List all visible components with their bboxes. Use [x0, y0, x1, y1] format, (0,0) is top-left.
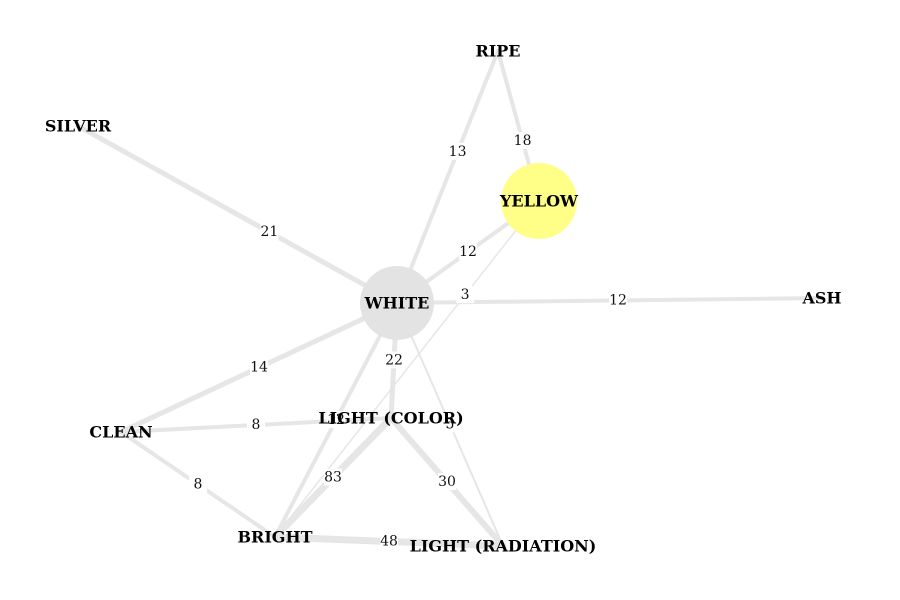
node-label-light_color: LIGHT (COLOR)	[318, 409, 463, 428]
node-label-ripe: RIPE	[475, 42, 520, 61]
edge-label-bg-white-light_color	[385, 351, 403, 369]
edge-label-bg-light_color-bright	[324, 468, 342, 486]
node-labels-layer: WHITE YELLOW RIPE SILVER ASH CLEAN LIGHT (COLO…	[45, 42, 842, 556]
edge-weight-light_color-light_radiation: 30	[438, 474, 456, 490]
node-circle-white	[360, 266, 434, 340]
edge-label-bg-clean-light_color	[247, 416, 265, 433]
edge-weight-white-ash: 12	[609, 292, 627, 308]
edge-weight-white-bright: 12	[327, 412, 345, 428]
edge-ripe-white	[395, 49, 500, 305]
edge-weight-bright-light_radiation: 48	[380, 534, 398, 550]
edge-label-bg-white-bright	[327, 411, 345, 428]
edge-label-bg-yellow-bright	[456, 286, 475, 304]
edges-layer	[75, 49, 824, 550]
edge-labels-layer: 21 13 18 12 12 3 14 22 5 12 8 8 83 30 48	[189, 132, 627, 550]
edge-label-bg-bright-light_radiation	[380, 532, 398, 550]
node-circles-layer	[360, 163, 577, 340]
node-label-silver: SILVER	[45, 117, 112, 136]
edge-label-bg-white-clean	[250, 358, 268, 376]
edge-weight-white-light_color: 22	[385, 353, 403, 369]
edge-weight-white-yellow: 12	[459, 244, 477, 260]
edge-weight-clean-bright: 8	[194, 477, 203, 493]
edge-label-bg-ripe-white	[448, 142, 467, 160]
edge-label-bg-silver-white	[260, 223, 279, 241]
edge-weight-white-light_radiation: 5	[446, 417, 455, 433]
edge-weight-white-clean: 14	[250, 360, 268, 376]
node-label-bright: BRIGHT	[238, 528, 313, 547]
edge-label-bg-white-light_radiation	[441, 415, 459, 433]
node-label-ash: ASH	[801, 289, 841, 308]
edge-yellow-bright	[274, 200, 540, 538]
edge-weight-clean-light_color: 8	[252, 417, 261, 433]
edge-label-bg-white-yellow	[459, 243, 477, 260]
edge-weight-silver-white: 21	[260, 224, 278, 240]
edge-label-bg-ripe-yellow	[513, 132, 532, 149]
edge-weight-ripe-white: 13	[449, 144, 467, 160]
node-circle-yellow	[501, 163, 577, 239]
edge-label-bg-clean-bright	[189, 475, 207, 493]
edge-weight-light_color-bright: 83	[324, 470, 342, 486]
node-label-yellow: YELLOW	[499, 192, 579, 211]
edge-weight-ripe-yellow: 18	[514, 133, 532, 149]
edge-label-bg-white-ash	[609, 291, 627, 309]
node-label-clean: CLEAN	[89, 423, 152, 442]
edge-label-bg-light_color-light_radiation	[438, 473, 456, 490]
node-label-light_radiation: LIGHT (RADIATION)	[410, 537, 597, 556]
node-label-white: WHITE	[364, 294, 430, 313]
edge-weight-yellow-bright: 3	[461, 287, 470, 303]
edge-silver-white	[75, 123, 400, 306]
